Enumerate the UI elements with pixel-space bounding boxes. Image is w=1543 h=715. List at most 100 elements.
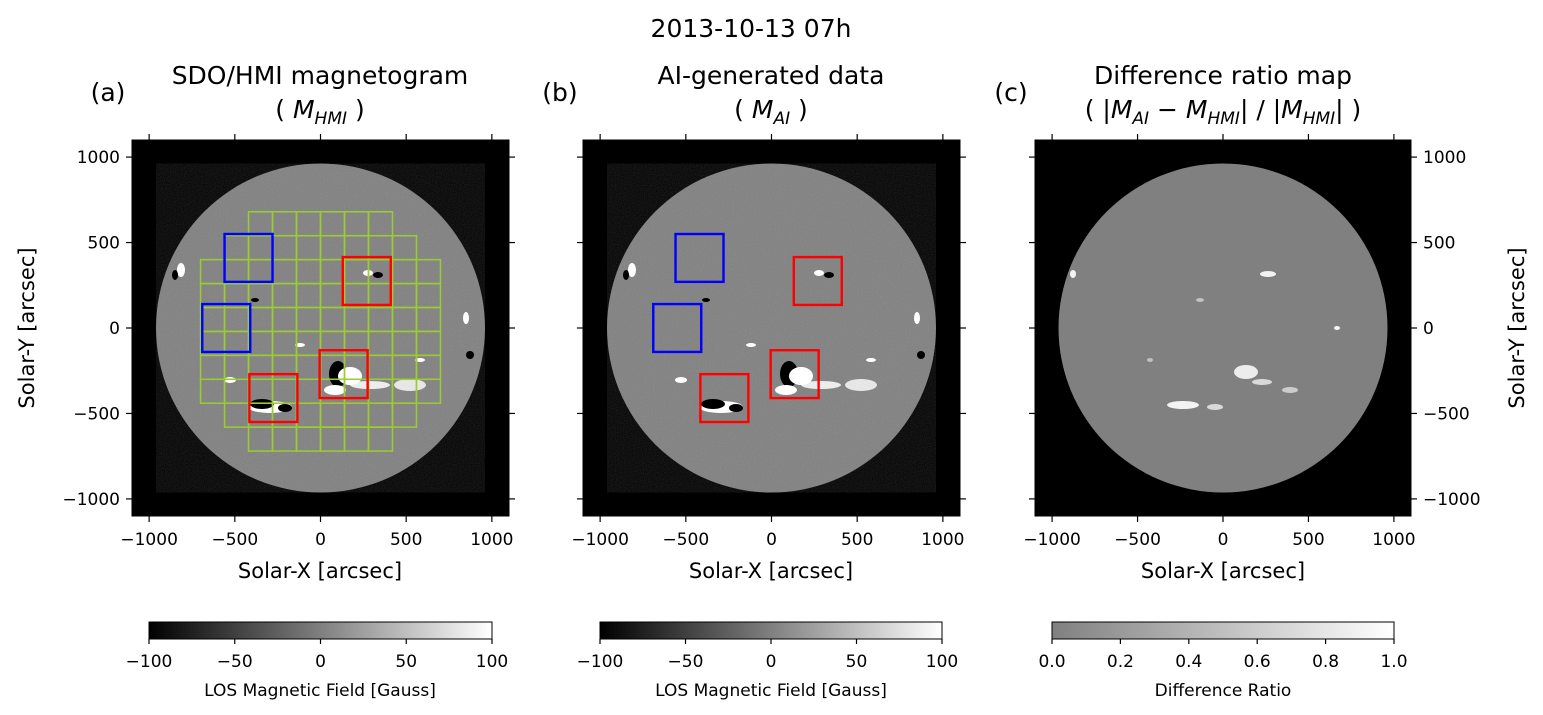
panel-b: (b) AI-generated data ( MAI ) [542, 61, 966, 701]
panel-c-title: Difference ratio map [1094, 61, 1352, 90]
colorbar-tick-label: 100 [476, 652, 508, 672]
x-tick-label: 1000 [470, 530, 513, 550]
colorbar-tick-label: −100 [126, 652, 173, 672]
y-axis-label-c: Solar-Y [arcsec] [1505, 247, 1529, 408]
panel-label-c: (c) [994, 78, 1027, 107]
active-region-box [341, 255, 392, 307]
panel-label-b: (b) [542, 78, 577, 107]
panel-a-title: SDO/HMI magnetogram [172, 61, 469, 90]
colorbar-tick-label: 1.0 [1380, 652, 1407, 672]
active-region-box [318, 349, 369, 400]
disk-texture-b [607, 163, 936, 493]
colorbar-c: 0.0 0.2 0.4 0.6 0.8 1.0 Difference Ratio [1038, 621, 1408, 701]
active-region-box [792, 255, 843, 307]
x-tick-label: −1000 [120, 530, 178, 550]
plot-area-a [131, 139, 510, 517]
plot-area-b [582, 139, 961, 517]
x-tick-label: 500 [841, 530, 873, 550]
colorbar-tick-label: 0.6 [1244, 652, 1271, 672]
y-axis-label-a: Solar-Y [arcsec] [15, 247, 39, 408]
grid-cell [415, 378, 442, 404]
y-tick-label: 0 [1423, 319, 1434, 339]
colorbar-ticks-c: 0.0 0.2 0.4 0.6 0.8 1.0 [1038, 639, 1408, 672]
solar-disk-c [1058, 163, 1388, 493]
x-tick-label: −500 [662, 530, 709, 550]
plot-area-c [1034, 139, 1412, 517]
y-ticks-a: −1000 −500 0 500 1000 [62, 148, 515, 510]
colorbar-tick-label: 100 [926, 652, 958, 672]
figure-title: 2013-10-13 07h [651, 14, 852, 43]
x-tick-label: 500 [1292, 530, 1324, 550]
y-ticks-b [577, 156, 966, 500]
colorbar-tick-label: 0.2 [1107, 652, 1134, 672]
x-tick-label: 1000 [921, 530, 964, 550]
colorbar-tick-label: −50 [668, 652, 704, 672]
y-tick-label: 500 [1423, 234, 1455, 254]
colorbar-ticks-b: −100 −50 0 50 100 [577, 639, 958, 672]
x-ticks-b: −1000 −500 0 500 1000 [571, 134, 964, 550]
colorbar-gradient-c [1051, 621, 1395, 640]
panel-a-subtitle: ( MHMI ) [275, 95, 364, 129]
region-boxes-a [201, 232, 392, 424]
panel-a: (a) SDO/HMI magnetogram ( MHMI ) [15, 61, 515, 701]
grid-cell [367, 426, 394, 452]
y-tick-label: 500 [88, 234, 120, 254]
x-axis-label-a: Solar-X [arcsec] [238, 559, 402, 583]
panel-label-a: (a) [91, 78, 126, 107]
x-tick-label: −500 [1114, 530, 1161, 550]
panel-c-subtitle: ( |MAI − MHMI| / |MHMI| ) [1085, 95, 1362, 129]
y-tick-label: −1000 [62, 490, 120, 510]
x-tick-label: −1000 [571, 530, 629, 550]
panel-b-title: AI-generated data [658, 61, 885, 90]
colorbar-tick-label: 50 [846, 652, 868, 672]
quiet-region-box [201, 302, 252, 354]
active-region-box [769, 349, 820, 400]
magnetic-features-b [623, 263, 925, 413]
colorbar-tick-label: 0.4 [1175, 652, 1202, 672]
active-region-box [699, 372, 750, 424]
colorbar-label-a: LOS Magnetic Field [Gauss] [204, 681, 436, 701]
region-boxes-b [652, 232, 843, 424]
colorbar-tick-label: 0 [766, 652, 777, 672]
colorbar-tick-label: −50 [217, 652, 253, 672]
active-region-box [248, 372, 299, 424]
colorbar-tick-label: −100 [577, 652, 624, 672]
y-tick-label: 0 [109, 319, 120, 339]
grid-cell [391, 402, 418, 428]
x-axis-label-b: Solar-X [arcsec] [689, 559, 853, 583]
x-tick-label: −500 [211, 530, 258, 550]
colorbar-label-b: LOS Magnetic Field [Gauss] [655, 681, 887, 701]
x-tick-label: −1000 [1023, 530, 1081, 550]
colorbar-gradient-a [148, 621, 493, 640]
difference-features-c [1070, 270, 1340, 410]
colorbar-ticks-a: −100 −50 0 50 100 [126, 639, 508, 672]
colorbar-label-c: Difference Ratio [1155, 681, 1292, 701]
x-tick-label: 0 [1218, 530, 1229, 550]
x-tick-label: 500 [390, 530, 422, 550]
y-ticks-c: −1000 −500 0 500 1000 [1029, 148, 1481, 510]
quiet-region-box [652, 302, 703, 354]
colorbar-gradient-b [599, 621, 943, 640]
panel-b-subtitle: ( MAI ) [734, 95, 808, 129]
x-ticks-c: −1000 −500 0 500 1000 [1023, 134, 1416, 550]
y-tick-label: 1000 [77, 148, 120, 168]
colorbar-tick-label: 50 [395, 652, 417, 672]
x-tick-label: 1000 [1372, 530, 1415, 550]
x-ticks-a: −1000 −500 0 500 1000 [120, 134, 513, 550]
colorbar-tick-label: 0 [315, 652, 326, 672]
x-tick-label: 0 [315, 530, 326, 550]
x-tick-label: 0 [766, 530, 777, 550]
y-tick-label: −500 [1423, 404, 1470, 424]
panel-c: (c) Difference ratio map ( |MAI − MHMI| … [994, 61, 1529, 701]
grid-overlay-a [199, 211, 442, 452]
colorbar-tick-label: 0.8 [1312, 652, 1339, 672]
y-tick-label: −1000 [1423, 490, 1481, 510]
y-tick-label: −500 [73, 404, 120, 424]
colorbar-b: −100 −50 0 50 100 LOS Magnetic Field [Gauss] [577, 621, 958, 701]
colorbar-tick-label: 0.0 [1038, 652, 1065, 672]
x-axis-label-c: Solar-X [arcsec] [1141, 559, 1305, 583]
y-tick-label: 1000 [1423, 148, 1466, 168]
quiet-region-box [223, 232, 274, 284]
quiet-region-box [674, 232, 725, 284]
